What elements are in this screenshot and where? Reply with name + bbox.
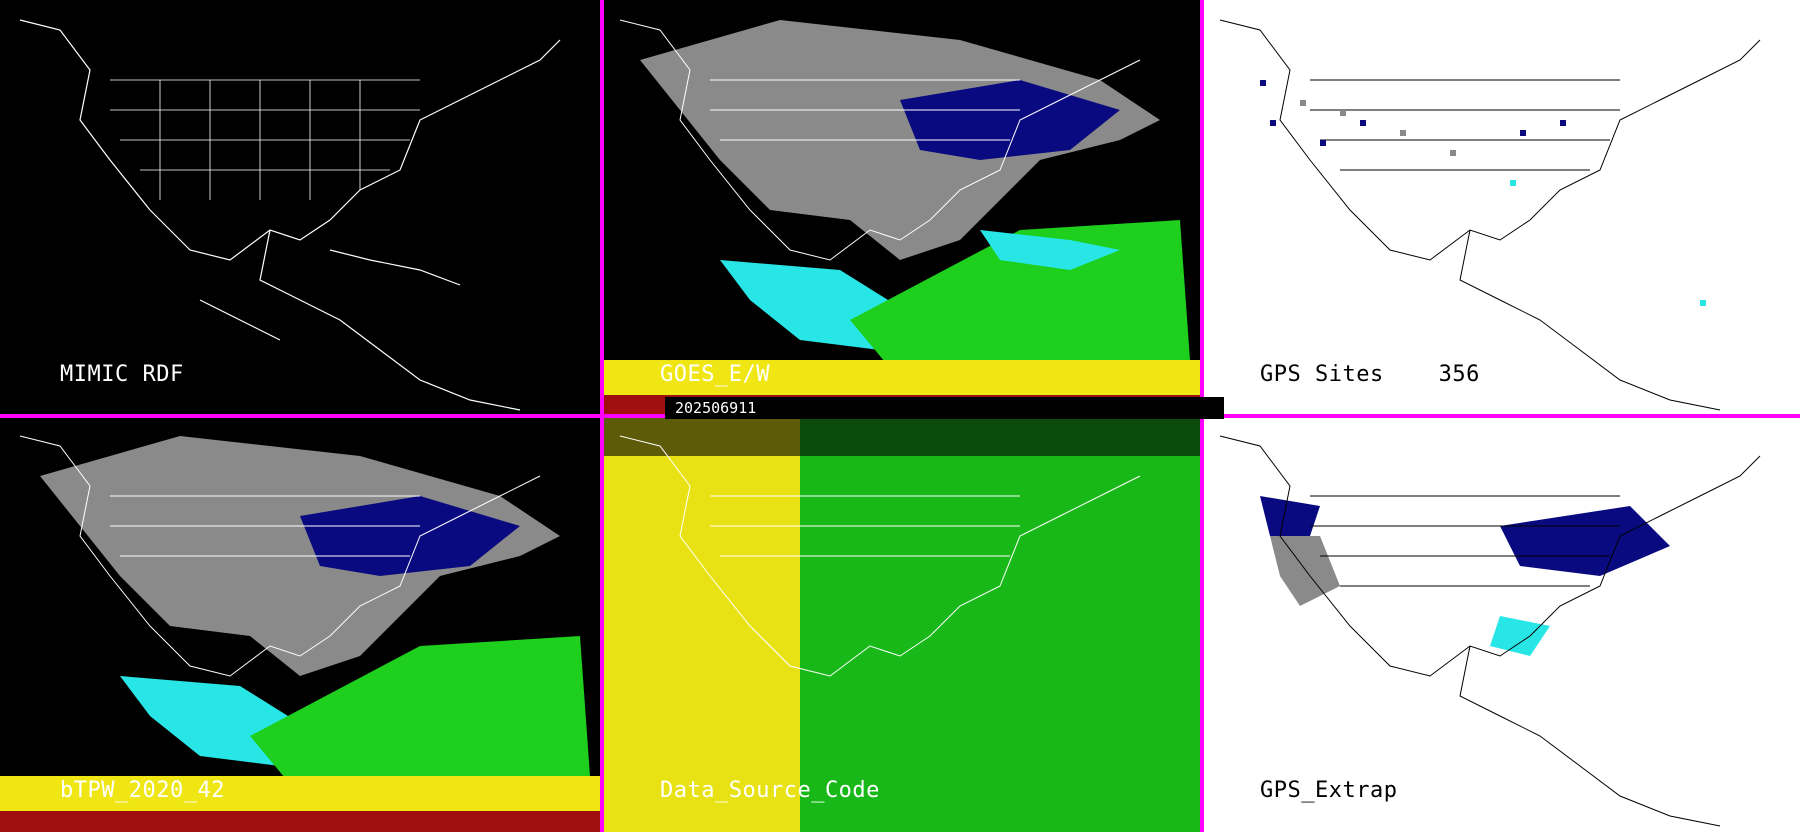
panel-mimic-rdf: MIMIC RDF [0,0,600,416]
panel-goes-ew: GOES_E/W [600,0,1200,416]
moisture-field-goes [600,0,1200,416]
panel-label: GPS_Extrap [1260,778,1398,803]
timestamp: 202506911 [675,399,757,417]
panel-label: GPS Sites 356 [1260,362,1480,387]
panel-btpw: bTPW_2020_42 [0,416,600,832]
panel-label: GOES_E/W [660,362,770,387]
gps-sites-map [1200,0,1800,416]
moisture-field-btpw [0,416,600,832]
basemap-mimic-rdf [0,0,600,416]
gps-extrap-map [1200,416,1800,832]
panel-data-source-code: Data_Source_Code [600,416,1200,832]
panel-label: bTPW_2020_42 [60,778,225,803]
data-source-map [600,416,1200,832]
panel-gps-extrap: GPS_Extrap [1200,416,1800,832]
timestamp-bar: 202506911 [665,397,1224,419]
panel-label: Data_Source_Code [660,778,880,803]
panel-label: MIMIC RDF [60,362,184,387]
panel-gps-sites: GPS Sites 356 [1200,0,1800,416]
